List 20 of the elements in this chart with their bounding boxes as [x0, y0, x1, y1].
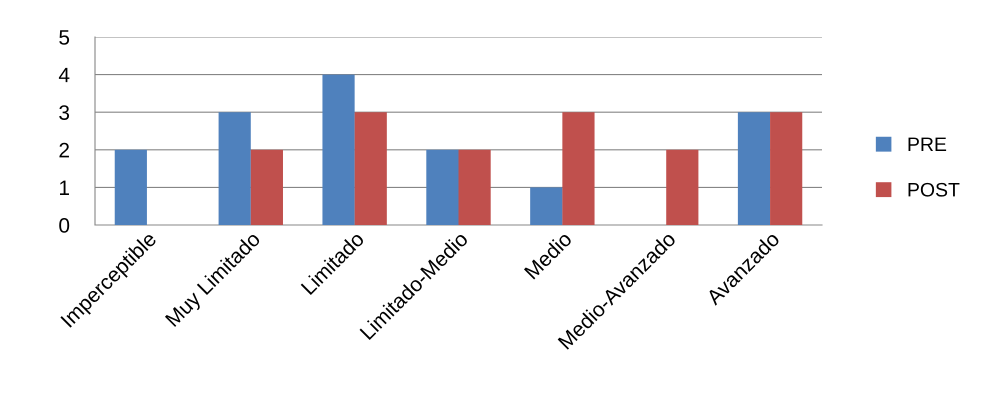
bar	[250, 150, 283, 225]
y-tick-label: 2	[59, 142, 69, 158]
bar	[458, 150, 491, 225]
bar	[666, 150, 698, 225]
bar	[562, 112, 595, 225]
y-tick-label: 1	[60, 180, 69, 195]
y-tick-label: 5	[59, 30, 70, 45]
legend-label: PRE	[908, 138, 946, 151]
y-tick-label: 0	[59, 218, 70, 233]
bar	[114, 150, 147, 225]
bar	[530, 187, 562, 225]
bar	[322, 74, 355, 225]
legend-label: POST	[908, 182, 960, 197]
bar	[426, 150, 458, 225]
bar	[354, 112, 387, 225]
bar	[218, 112, 251, 225]
bar	[770, 112, 802, 225]
y-tick-label: 3	[59, 105, 70, 120]
bar	[738, 112, 770, 225]
y-tick-label: 4	[58, 68, 70, 82]
